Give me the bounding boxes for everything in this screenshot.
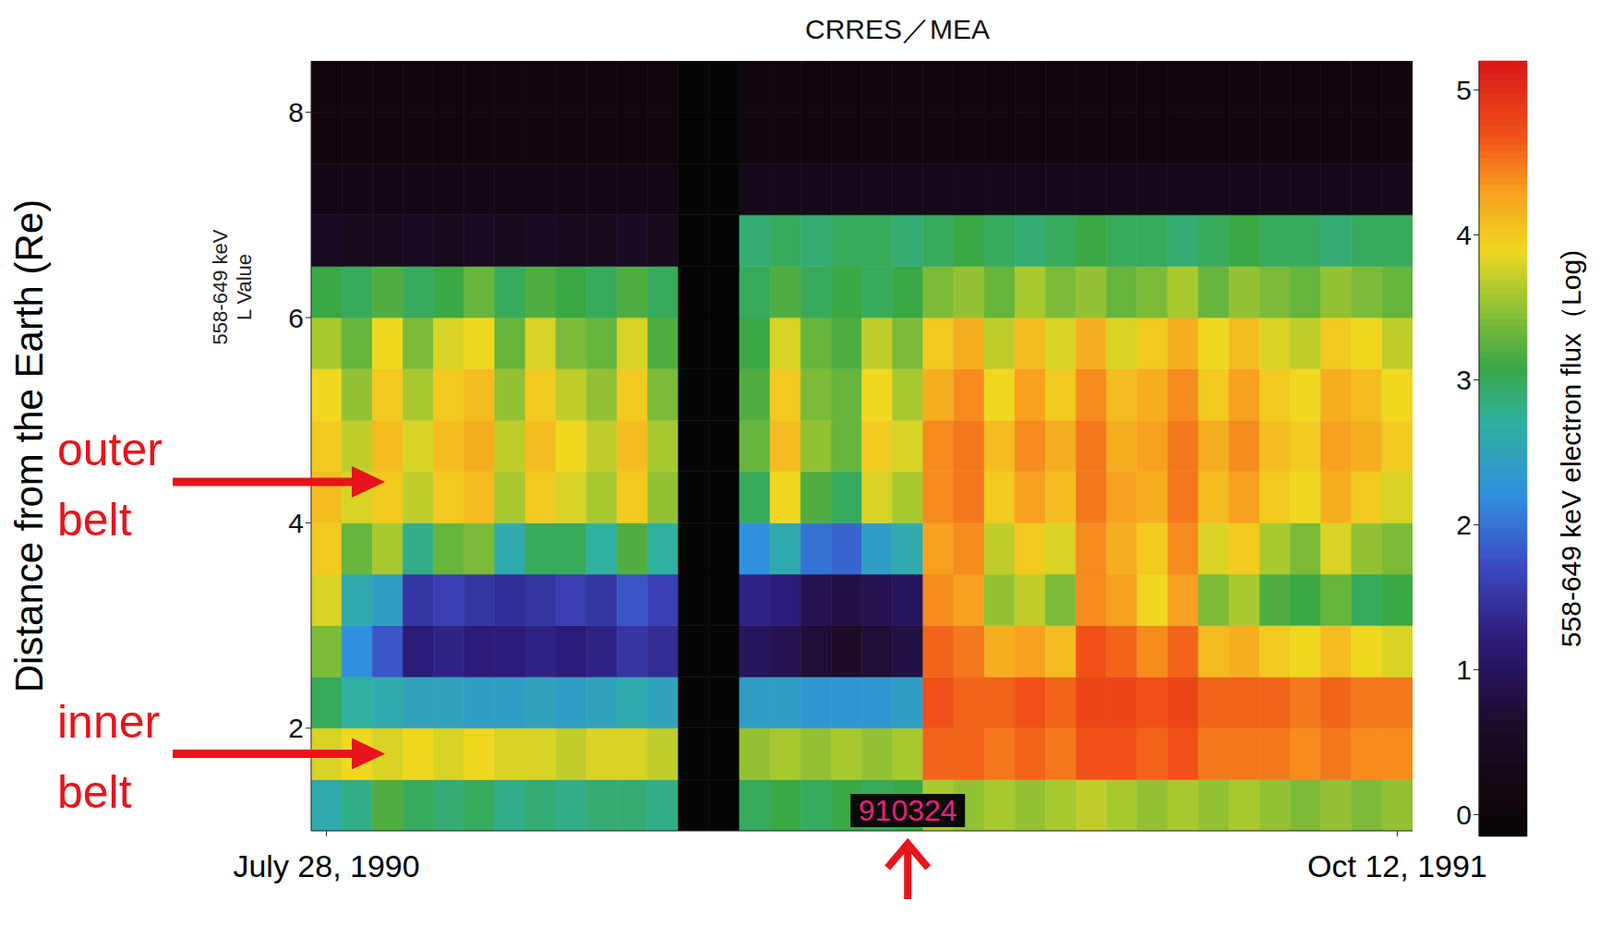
svg-text:Oct 12, 1991: Oct 12, 1991 [1307,848,1488,884]
svg-text:4: 4 [288,507,304,539]
svg-text:inner: inner [57,696,160,748]
svg-text:6: 6 [288,302,304,334]
svg-text:belt: belt [57,493,133,546]
svg-text:0: 0 [1455,799,1472,831]
svg-text:CRRES／MEA: CRRES／MEA [805,13,990,45]
svg-text:3: 3 [1455,364,1472,396]
svg-text:July 28, 1990: July 28, 1990 [232,848,420,884]
svg-text:Distance from the Earth (Re): Distance from the Earth (Re) [7,199,51,694]
svg-text:2: 2 [1455,509,1472,541]
svg-text:558-649 keV: 558-649 keV [208,228,232,345]
svg-text:8: 8 [288,96,304,128]
svg-text:5: 5 [1455,74,1472,106]
svg-text:910324: 910324 [858,793,958,828]
svg-text:1: 1 [1455,654,1472,686]
svg-text:558-649 keV electron flux（Log): 558-649 keV electron flux（Log) [1555,250,1587,648]
svg-text:4: 4 [1455,219,1472,251]
svg-text:belt: belt [57,766,133,819]
svg-text:outer: outer [57,423,163,476]
svg-text:L Value: L Value [232,253,256,321]
svg-text:2: 2 [288,712,304,744]
